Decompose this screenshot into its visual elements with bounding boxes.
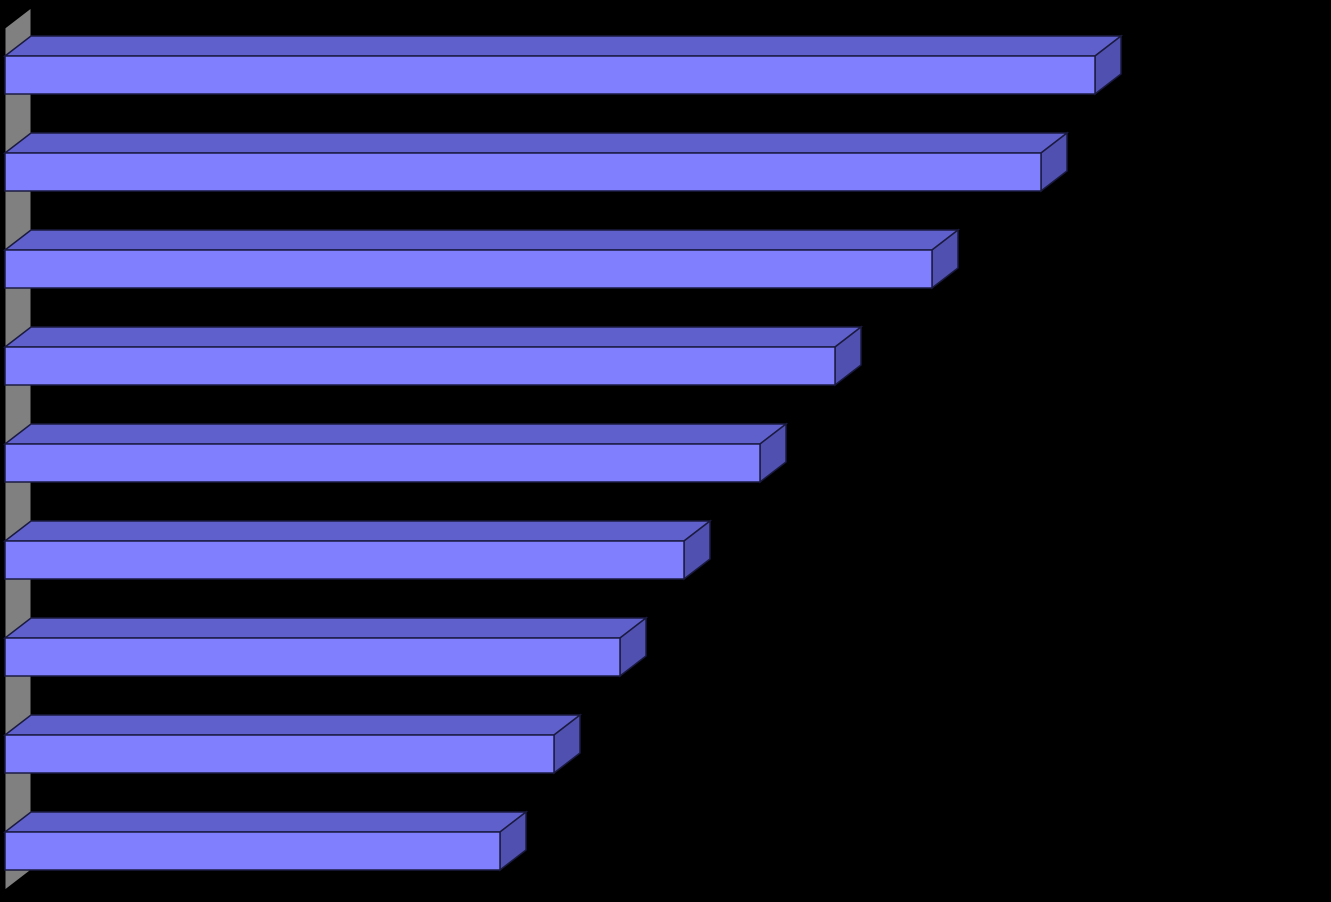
bar-front-face — [4, 55, 1096, 95]
bar-top-face — [2, 811, 529, 833]
bar — [2, 422, 789, 484]
bar-front-face — [4, 831, 501, 871]
bar-top-face — [2, 229, 961, 251]
bar-front-face — [4, 540, 685, 580]
bar-front-face — [4, 637, 621, 677]
bar — [2, 131, 1070, 193]
bar-top-face — [2, 520, 713, 542]
bar-top-face — [2, 326, 864, 348]
bar-front-face — [4, 443, 761, 483]
bar-front-face — [4, 346, 836, 386]
bar — [2, 228, 961, 290]
bar — [2, 810, 529, 872]
bar — [2, 34, 1124, 96]
bar-top-face — [2, 714, 583, 736]
bar — [2, 325, 864, 387]
bar-front-face — [4, 152, 1042, 192]
bar-series — [2, 34, 1124, 872]
bar — [2, 519, 713, 581]
bar — [2, 713, 583, 775]
bar-top-face — [2, 132, 1070, 154]
bar — [2, 616, 649, 678]
bar-front-face — [4, 734, 555, 774]
bar-top-face — [2, 617, 649, 639]
bar-top-face — [2, 35, 1124, 57]
bar-top-face — [2, 423, 789, 445]
bar-front-face — [4, 249, 933, 289]
